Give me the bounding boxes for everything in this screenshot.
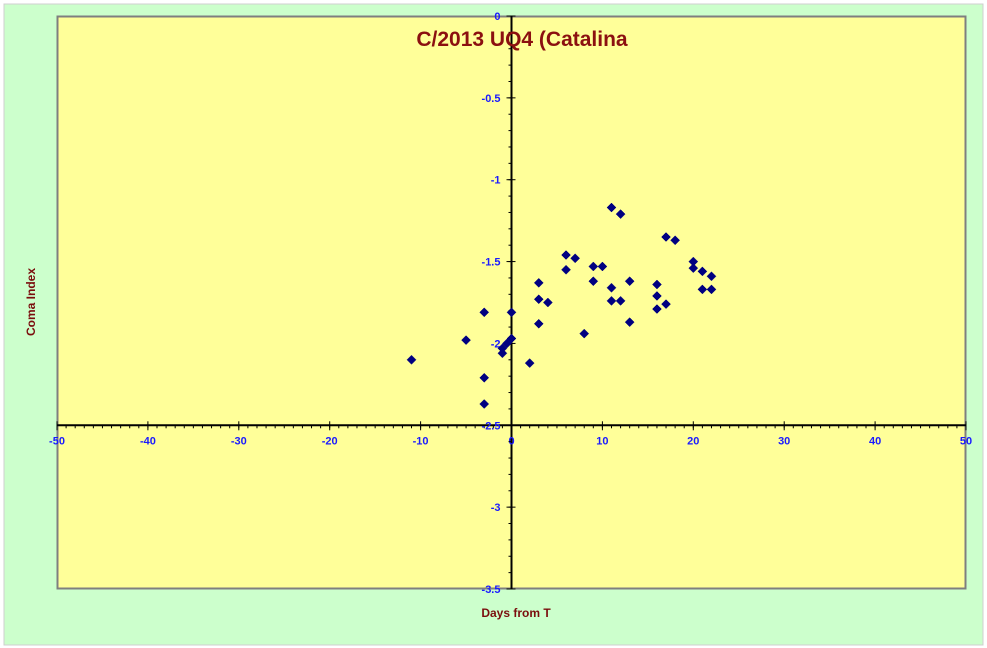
data-point bbox=[624, 317, 635, 327]
x-tick-label: 40 bbox=[869, 435, 881, 447]
y-tick-label: -3 bbox=[491, 502, 501, 514]
data-point bbox=[606, 296, 617, 306]
data-point bbox=[579, 328, 590, 339]
data-point bbox=[561, 250, 571, 260]
data-point bbox=[652, 279, 662, 290]
x-tick-label: 30 bbox=[778, 435, 790, 447]
data-point bbox=[615, 296, 626, 306]
data-point bbox=[588, 261, 599, 272]
data-point bbox=[706, 284, 717, 295]
data-point bbox=[533, 318, 544, 329]
x-tick-label: -50 bbox=[49, 435, 65, 447]
data-point bbox=[479, 399, 490, 409]
data-point bbox=[697, 284, 708, 295]
data-point bbox=[533, 294, 544, 305]
data-point bbox=[502, 338, 512, 349]
y-tick-label: -1.5 bbox=[482, 257, 501, 269]
data-point bbox=[506, 307, 517, 318]
data-point bbox=[524, 358, 535, 368]
y-tick-label: -1 bbox=[491, 175, 501, 187]
data-point bbox=[497, 348, 508, 359]
data-point bbox=[543, 297, 553, 308]
x-tick-label: 20 bbox=[687, 435, 699, 447]
data-point bbox=[479, 372, 490, 383]
y-tick-label: -0.5 bbox=[482, 93, 501, 105]
y-tick-label: -3.5 bbox=[482, 584, 501, 596]
data-point bbox=[533, 278, 544, 288]
data-point bbox=[597, 261, 608, 272]
data-point bbox=[606, 202, 617, 213]
data-point bbox=[606, 282, 617, 293]
x-tick-label: -40 bbox=[140, 435, 156, 447]
data-point bbox=[624, 276, 635, 287]
y-axis-title: Coma Index bbox=[24, 268, 38, 336]
data-point bbox=[561, 264, 571, 275]
x-tick-label: -10 bbox=[413, 435, 429, 447]
data-point bbox=[570, 253, 580, 264]
data-point bbox=[406, 354, 417, 365]
x-tick-label: 10 bbox=[596, 435, 608, 447]
data-point bbox=[506, 333, 517, 344]
x-tick-label: 50 bbox=[960, 435, 972, 447]
data-point bbox=[652, 304, 662, 314]
x-axis-ticks: -50-40-30-20-1001020304050 bbox=[49, 421, 972, 447]
y-tick-label: 0 bbox=[494, 11, 500, 23]
data-point bbox=[670, 235, 680, 246]
y-tick-label: -2.5 bbox=[482, 420, 501, 432]
data-point bbox=[706, 271, 717, 282]
data-point bbox=[615, 209, 626, 219]
data-point bbox=[479, 307, 490, 318]
x-tick-label: -20 bbox=[322, 435, 338, 447]
y-tick-label: -2 bbox=[491, 338, 501, 350]
data-points bbox=[406, 202, 717, 409]
data-point bbox=[461, 335, 471, 346]
data-point bbox=[661, 232, 671, 242]
data-point bbox=[661, 299, 671, 309]
data-point bbox=[688, 263, 699, 273]
y-axis-ticks: 0 -0.5 -1 -1.5 -2 -2.5 -3 -3.5 bbox=[482, 11, 516, 596]
x-tick-label: -30 bbox=[231, 435, 247, 447]
data-point bbox=[652, 291, 662, 301]
data-point bbox=[697, 266, 708, 277]
x-axis-title: Days from T bbox=[481, 606, 551, 620]
chart-title: C/2013 UQ4 (Catalina bbox=[416, 28, 628, 51]
data-point bbox=[588, 276, 599, 287]
